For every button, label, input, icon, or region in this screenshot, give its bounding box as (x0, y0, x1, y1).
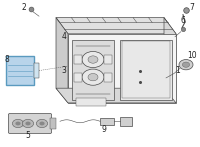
Text: 6: 6 (181, 16, 185, 25)
Polygon shape (68, 34, 176, 103)
Circle shape (182, 62, 190, 67)
FancyBboxPatch shape (8, 113, 52, 133)
Bar (122, 41, 170, 98)
FancyBboxPatch shape (74, 55, 82, 64)
Circle shape (82, 51, 104, 68)
Circle shape (36, 119, 48, 128)
Bar (72, 40, 114, 100)
FancyBboxPatch shape (104, 73, 112, 82)
Polygon shape (56, 18, 68, 103)
Text: 7: 7 (190, 3, 194, 12)
Text: 8: 8 (5, 55, 9, 64)
Text: 4: 4 (62, 32, 66, 41)
Bar (120, 40, 172, 100)
Circle shape (179, 60, 193, 70)
Bar (120, 117, 132, 126)
Text: 2: 2 (22, 3, 26, 12)
Bar (100, 118, 114, 125)
Text: 3: 3 (62, 66, 66, 75)
Circle shape (88, 74, 98, 81)
Polygon shape (56, 88, 176, 103)
FancyBboxPatch shape (74, 73, 82, 82)
Bar (6, 56, 34, 85)
Polygon shape (164, 18, 176, 103)
FancyBboxPatch shape (104, 55, 112, 64)
Circle shape (15, 122, 21, 125)
Polygon shape (56, 18, 176, 34)
Bar (50, 118, 56, 129)
Circle shape (22, 119, 34, 128)
Circle shape (82, 69, 104, 85)
Text: 10: 10 (187, 51, 197, 60)
Circle shape (88, 56, 98, 63)
Bar (34, 63, 39, 78)
FancyBboxPatch shape (76, 98, 106, 106)
Text: 9: 9 (102, 125, 106, 134)
Circle shape (25, 122, 31, 125)
Circle shape (39, 122, 45, 125)
Text: 5: 5 (26, 131, 30, 140)
Circle shape (12, 119, 24, 128)
Text: 1: 1 (176, 66, 180, 75)
